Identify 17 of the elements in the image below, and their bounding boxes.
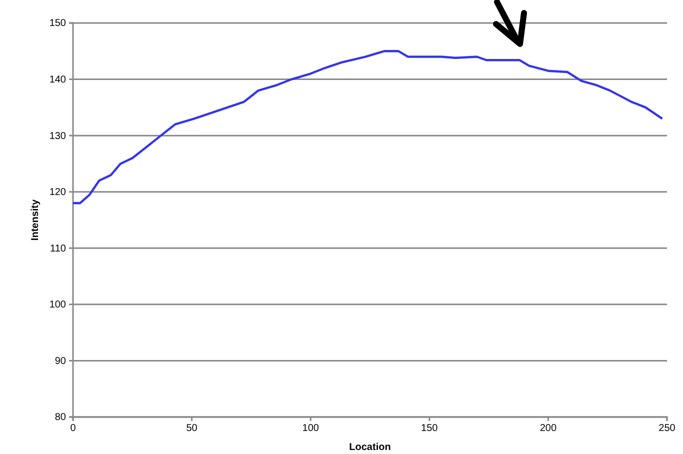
y-tick-label: 80 [54,412,66,424]
x-tick-label: 50 [186,423,198,434]
x-tick-label: 0 [70,423,76,434]
x-tick-label: 100 [302,423,320,434]
y-tick-label: 90 [54,356,66,367]
x-axis-title: Location [349,442,391,453]
x-tick-label: 250 [658,423,676,434]
y-tick-label: 110 [50,243,66,254]
y-tick-label: 150 [49,18,66,30]
y-tick-label: 100 [49,300,66,311]
x-tick-label: 150 [421,423,438,434]
y-tick-label: 130 [49,130,66,142]
y-tick-label: 140 [49,74,66,86]
y-tick-label: 120 [49,187,66,198]
y-axis-title: Intensity [30,199,41,241]
line-series [72,50,664,204]
x-tick-label: 200 [540,423,557,434]
